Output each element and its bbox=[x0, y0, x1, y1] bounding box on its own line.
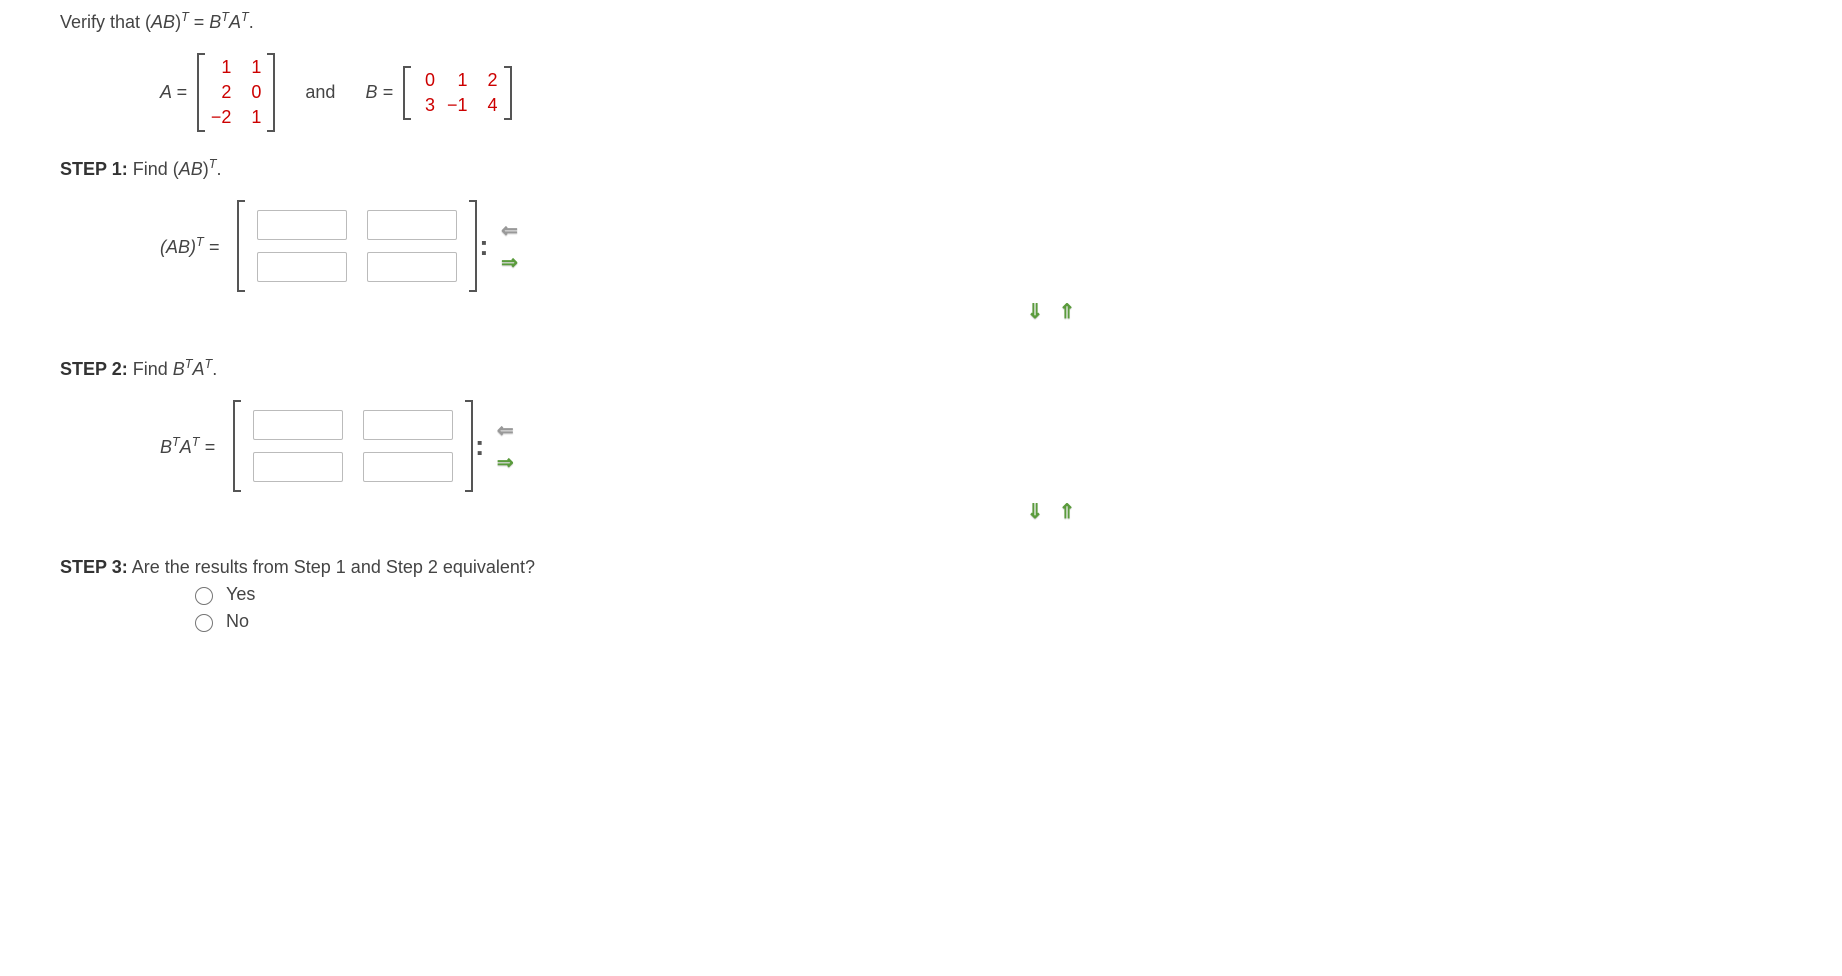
q-eq: = bbox=[189, 12, 210, 32]
a-cell: 0 bbox=[243, 82, 261, 103]
btat-cell-0-1[interactable] bbox=[363, 410, 453, 440]
add-column-icon[interactable]: ⇒ bbox=[499, 251, 521, 273]
radio-yes[interactable]: Yes bbox=[190, 584, 1782, 605]
q-t3: T bbox=[241, 10, 249, 24]
s2-b: B bbox=[173, 359, 185, 379]
step-1-answer-row: (AB)T = : ⇐ ⇒ bbox=[160, 200, 1782, 292]
step-3-text: STEP 3: Are the results from Step 1 and … bbox=[60, 557, 1782, 578]
step-2-answer-label: BTAT = bbox=[160, 435, 215, 458]
step-1-label: STEP 1: bbox=[60, 159, 128, 179]
q-ab: AB bbox=[151, 12, 175, 32]
b-cell: 0 bbox=[417, 70, 435, 91]
q-b: B bbox=[209, 12, 221, 32]
b-cell: 2 bbox=[480, 70, 498, 91]
abt-cell-1-1[interactable] bbox=[367, 252, 457, 282]
abt-cell-0-1[interactable] bbox=[367, 210, 457, 240]
step-1: STEP 1: Find (AB)T. (AB)T = : ⇐ ⇒ ⇓ ⇑ bbox=[60, 157, 1782, 322]
btat-cell-1-1[interactable] bbox=[363, 452, 453, 482]
add-row-icon[interactable]: ⇓ bbox=[1024, 500, 1046, 522]
b-cell: 3 bbox=[417, 95, 435, 116]
abt-cell-0-0[interactable] bbox=[257, 210, 347, 240]
and-text: and bbox=[305, 82, 335, 103]
btat-cell-1-0[interactable] bbox=[253, 452, 343, 482]
remove-column-icon[interactable]: ⇐ bbox=[494, 419, 516, 441]
question-text: Verify that (AB)T = BTAT. bbox=[60, 10, 1782, 33]
step-1-text: STEP 1: Find (AB)T. bbox=[60, 157, 1782, 180]
a-cell: 1 bbox=[243, 57, 261, 78]
a-cell: 1 bbox=[243, 107, 261, 128]
remove-column-icon[interactable]: ⇐ bbox=[499, 219, 521, 241]
s2-a: A bbox=[192, 359, 204, 379]
matrix-b: 0 1 2 3 −1 4 bbox=[403, 66, 512, 120]
step-1-answer-label: (AB)T = bbox=[160, 235, 219, 258]
step-3-radio-group: Yes No bbox=[190, 584, 1782, 632]
step-2-text: STEP 2: Find BTAT. bbox=[60, 357, 1782, 380]
b-cell: 1 bbox=[447, 70, 468, 91]
q-a: A bbox=[229, 12, 241, 32]
add-column-icon[interactable]: ⇒ bbox=[494, 451, 516, 473]
step-2-label: STEP 2: bbox=[60, 359, 128, 379]
radio-no[interactable]: No bbox=[190, 611, 1782, 632]
q-t2: T bbox=[221, 10, 229, 24]
a-cell: 2 bbox=[211, 82, 232, 103]
radio-no-input[interactable] bbox=[195, 614, 213, 632]
s2-prefix: Find bbox=[133, 359, 173, 379]
add-row-icon[interactable]: ⇓ bbox=[1024, 300, 1046, 322]
step-3-label: STEP 3: bbox=[60, 557, 128, 577]
q-prefix: Verify that ( bbox=[60, 12, 151, 32]
step-2-answer-row: BTAT = : ⇐ ⇒ bbox=[160, 400, 1782, 492]
matrix-a-label: A = bbox=[160, 82, 187, 103]
resize-handle-icon[interactable]: : bbox=[479, 230, 488, 262]
step-2-matrix-input: : bbox=[233, 400, 484, 492]
matrix-a: 1 1 2 0 −2 1 bbox=[197, 53, 276, 132]
step-3: STEP 3: Are the results from Step 1 and … bbox=[60, 557, 1782, 632]
q-t1: T bbox=[181, 10, 189, 24]
s3-text: Are the results from Step 1 and Step 2 e… bbox=[128, 557, 535, 577]
resize-handle-icon[interactable]: : bbox=[475, 430, 484, 462]
a-cell: 1 bbox=[211, 57, 232, 78]
q-period: . bbox=[249, 12, 254, 32]
given-matrices: A = 1 1 2 0 −2 1 and B = 0 1 2 3 −1 4 bbox=[160, 53, 1782, 132]
step-1-matrix-input: : bbox=[237, 200, 488, 292]
abt-cell-1-0[interactable] bbox=[257, 252, 347, 282]
radio-no-label: No bbox=[226, 611, 249, 632]
b-cell: 4 bbox=[480, 95, 498, 116]
radio-yes-label: Yes bbox=[226, 584, 255, 605]
step-2: STEP 2: Find BTAT. BTAT = : ⇐ ⇒ ⇓ ⇑ bbox=[60, 357, 1782, 522]
s1-prefix: Find ( bbox=[133, 159, 179, 179]
matrix-b-label: B = bbox=[365, 82, 393, 103]
b-cell: −1 bbox=[447, 95, 468, 116]
s1-period: . bbox=[216, 159, 221, 179]
s2-period: . bbox=[212, 359, 217, 379]
remove-row-icon[interactable]: ⇑ bbox=[1056, 300, 1078, 322]
s1-ab: AB bbox=[179, 159, 203, 179]
btat-cell-0-0[interactable] bbox=[253, 410, 343, 440]
remove-row-icon[interactable]: ⇑ bbox=[1056, 500, 1078, 522]
a-cell: −2 bbox=[211, 107, 232, 128]
radio-yes-input[interactable] bbox=[195, 587, 213, 605]
